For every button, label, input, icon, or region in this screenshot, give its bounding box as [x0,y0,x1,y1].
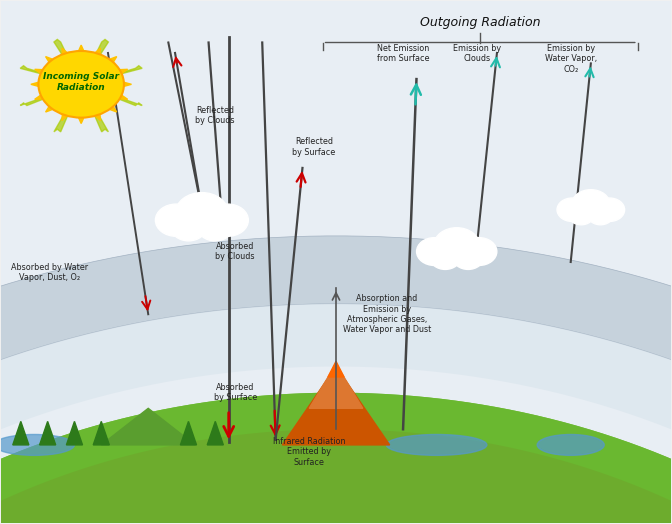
Text: Emission by
Water Vapor,
CO₂: Emission by Water Vapor, CO₂ [544,44,597,74]
Circle shape [171,213,206,241]
Circle shape [430,246,460,269]
Circle shape [571,190,610,220]
Polygon shape [309,364,363,408]
Text: Absorbed
by Surface: Absorbed by Surface [214,383,257,402]
PathPatch shape [0,392,672,524]
Polygon shape [282,366,390,445]
Circle shape [38,51,124,117]
Circle shape [198,213,233,241]
Text: Absorption and
Emission by
Atmospheric Gases,
Water Vapor and Dust: Absorption and Emission by Atmospheric G… [343,294,431,334]
Circle shape [433,228,480,264]
Polygon shape [40,421,56,445]
Polygon shape [328,361,344,377]
Polygon shape [81,84,142,105]
Circle shape [595,198,625,222]
Text: Absorbed
by Clouds: Absorbed by Clouds [215,242,255,261]
Polygon shape [31,45,132,124]
Polygon shape [93,421,110,445]
Polygon shape [81,84,108,132]
Polygon shape [180,421,196,445]
Polygon shape [20,66,81,84]
Polygon shape [81,39,108,84]
Circle shape [587,205,614,225]
Circle shape [453,246,483,269]
Polygon shape [54,39,81,84]
Ellipse shape [386,434,487,455]
Circle shape [557,198,587,222]
Text: Infrared Radiation
Emitted by
Surface: Infrared Radiation Emitted by Surface [273,437,345,467]
Circle shape [461,238,497,266]
PathPatch shape [0,236,672,524]
Text: Absorbed by Water
Vapor, Dust, O₂: Absorbed by Water Vapor, Dust, O₂ [11,263,88,282]
Polygon shape [20,84,81,105]
Circle shape [155,204,197,236]
Circle shape [417,238,452,266]
Text: Outgoing Radiation: Outgoing Radiation [420,16,540,29]
PathPatch shape [0,392,672,524]
Text: Net Emission
from Surface: Net Emission from Surface [377,44,429,63]
Text: Incoming Solar
Radiation: Incoming Solar Radiation [43,72,119,92]
Ellipse shape [537,434,604,455]
Polygon shape [207,421,223,445]
Polygon shape [67,421,83,445]
Polygon shape [13,421,29,445]
Text: Reflected
by Surface: Reflected by Surface [292,137,335,157]
Polygon shape [54,84,81,132]
Polygon shape [81,66,142,84]
Circle shape [569,205,594,225]
Ellipse shape [0,434,75,455]
PathPatch shape [0,304,672,524]
Polygon shape [101,408,195,445]
PathPatch shape [0,429,672,524]
Text: Reflected
by Clouds: Reflected by Clouds [195,106,235,125]
Circle shape [175,193,228,234]
Circle shape [207,204,249,236]
Text: Emission by
Clouds: Emission by Clouds [453,44,501,63]
